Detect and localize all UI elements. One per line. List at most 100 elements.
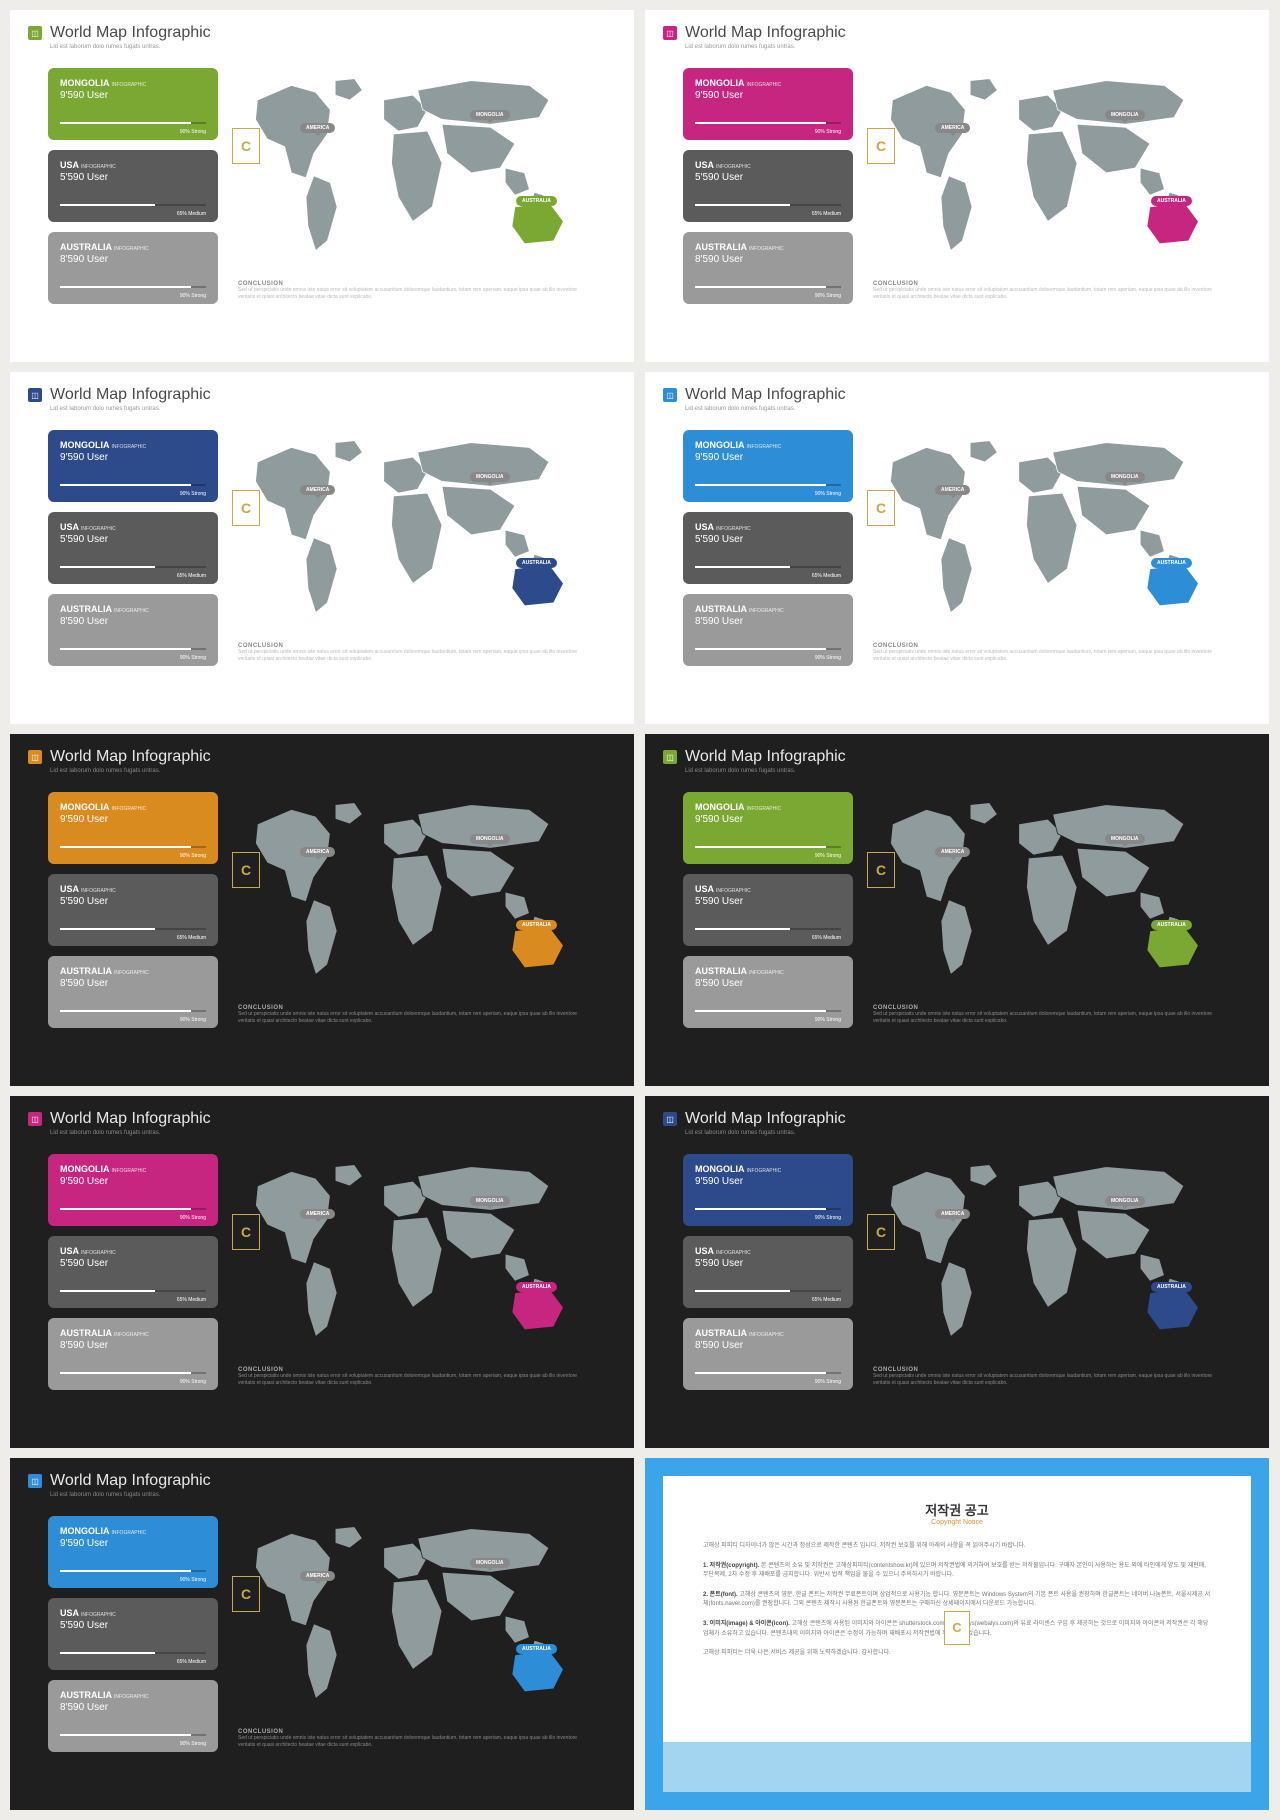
card-progress-bar (695, 566, 841, 568)
conclusion-block: CONCLUSIONSed ut perspiciatis unde omnis… (238, 1367, 616, 1387)
card-percent-label: 90% Strong (180, 1379, 206, 1385)
conclusion-text: Sed ut perspiciatis unde omnis iste natu… (873, 649, 1213, 663)
card-percent-label: 65% Medium (812, 1297, 841, 1303)
card-country: AUSTRALIAINFOGRAPHIC (60, 966, 206, 976)
stat-cards: MONGOLIAINFOGRAPHIC9'590 User90% StrongU… (48, 68, 218, 304)
slide-header: ◫World Map Infographic (28, 1110, 616, 1128)
map-label-america: AMERICA (300, 123, 335, 133)
stat-card: MONGOLIAINFOGRAPHIC9'590 User90% Strong (683, 430, 853, 502)
slide-header: ◫World Map Infographic (663, 748, 1251, 766)
world-map-svg (873, 430, 1213, 630)
slide-subtitle: Lid est laborum dolo rumes fugats untras… (50, 768, 616, 774)
card-progress-bar (60, 648, 206, 650)
card-progress-bar (695, 1290, 841, 1292)
conclusion-block: CONCLUSIONSed ut perspiciatis unde omnis… (873, 643, 1251, 663)
slide-subtitle: Lid est laborum dolo rumes fugats untras… (50, 406, 616, 412)
slide-content: MONGOLIAINFOGRAPHIC9'590 User90% StrongU… (28, 68, 616, 304)
slide-header: ◫World Map Infographic (28, 1472, 616, 1490)
card-percent-label: 65% Medium (812, 935, 841, 941)
stat-card: USAINFOGRAPHIC5'590 User65% Medium (48, 1236, 218, 1308)
conclusion-block: CONCLUSIONSed ut perspiciatis unde omnis… (238, 281, 616, 301)
conclusion-block: CONCLUSIONSed ut perspiciatis unde omnis… (873, 1367, 1251, 1387)
chart-icon: ◫ (663, 1112, 677, 1126)
conclusion-text: Sed ut perspiciatis unde omnis iste natu… (873, 1373, 1213, 1387)
card-progress-bar (60, 566, 206, 568)
conclusion-block: CONCLUSIONSed ut perspiciatis unde omnis… (238, 643, 616, 663)
card-country: AUSTRALIAINFOGRAPHIC (695, 1328, 841, 1338)
card-value: 9'590 User (60, 452, 206, 463)
map-label-australia: AUSTRALIA (516, 920, 557, 930)
world-map-svg (238, 1154, 578, 1354)
stat-card: MONGOLIAINFOGRAPHIC9'590 User90% Strong (683, 68, 853, 140)
stat-card: AUSTRALIAINFOGRAPHIC8'590 User90% Strong (48, 1318, 218, 1390)
card-value: 9'590 User (695, 814, 841, 825)
card-country: MONGOLIAINFOGRAPHIC (60, 1164, 206, 1174)
slide-header: ◫World Map Infographic (663, 24, 1251, 42)
notice-footer-strip (663, 1742, 1251, 1792)
card-progress-bar (60, 204, 206, 206)
card-progress-bar (695, 846, 841, 848)
card-country: AUSTRALIAINFOGRAPHIC (695, 242, 841, 252)
card-value: 8'590 User (695, 254, 841, 265)
map-label-australia: AUSTRALIA (1151, 196, 1192, 206)
card-country: USAINFOGRAPHIC (60, 884, 206, 894)
notice-paragraph: 1. 저작권(copyright). 본 콘텐츠의 소유 및 저작권은 고해상피… (703, 1562, 1211, 1581)
brand-badge-icon: C (232, 1214, 260, 1250)
slide-content: MONGOLIAINFOGRAPHIC9'590 User90% Strong U… (28, 792, 616, 1028)
card-value: 5'590 User (60, 1258, 206, 1269)
slide-header: ◫World Map Infographic (663, 1110, 1251, 1128)
card-percent-label: 90% Strong (815, 129, 841, 135)
map-label-america: AMERICA (300, 1571, 335, 1581)
map-label-mongolia: MONGOLIA (1105, 834, 1145, 844)
infographic-slide: ◫World Map InfographicLid est laborum do… (10, 1458, 634, 1810)
world-map: CAMERICAMONGOLIAAUSTRALIACONCLUSIONSed u… (873, 792, 1251, 1028)
map-label-australia: AUSTRALIA (516, 196, 557, 206)
card-progress-bar (60, 1010, 206, 1012)
card-value: 8'590 User (60, 616, 206, 627)
card-value: 5'590 User (60, 172, 206, 183)
card-value: 8'590 User (695, 978, 841, 989)
card-progress-bar (695, 286, 841, 288)
slide-title: World Map Infographic (50, 748, 211, 766)
card-value: 5'590 User (60, 896, 206, 907)
stat-cards: MONGOLIAINFOGRAPHIC9'590 User90% StrongU… (48, 430, 218, 666)
map-label-mongolia: MONGOLIA (1105, 1196, 1145, 1206)
conclusion-block: CONCLUSIONSed ut perspiciatis unde omnis… (238, 1729, 616, 1749)
card-country: MONGOLIAINFOGRAPHIC (695, 440, 841, 450)
map-label-mongolia: MONGOLIA (470, 472, 510, 482)
chart-icon: ◫ (663, 750, 677, 764)
card-percent-label: 65% Medium (812, 573, 841, 579)
world-map: CAMERICAMONGOLIAAUSTRALIACONCLUSIONSed u… (238, 792, 616, 1028)
map-label-australia: AUSTRALIA (516, 558, 557, 568)
stat-card: MONGOLIAINFOGRAPHIC9'590 User90% Strong (683, 1154, 853, 1226)
notice-title-kr: 저작권 공고 (703, 1500, 1211, 1519)
card-value: 8'590 User (60, 978, 206, 989)
infographic-slide: ◫World Map Infographic Lid est laborum do… (645, 1096, 1269, 1448)
chart-icon: ◫ (28, 1474, 42, 1488)
slide-content: MONGOLIAINFOGRAPHIC9'590 User90% StrongU… (663, 1154, 1251, 1390)
card-percent-label: 65% Medium (177, 1659, 206, 1665)
card-value: 8'590 User (60, 1702, 206, 1713)
card-value: 8'590 User (60, 1340, 206, 1351)
card-percent-label: 90% Strong (815, 1379, 841, 1385)
card-value: 5'590 User (695, 534, 841, 545)
stat-card: USAINFOGRAPHIC5'590 User65% Medium (683, 150, 853, 222)
stat-cards: MONGOLIAINFOGRAPHIC9'590 User90% StrongU… (683, 792, 853, 1028)
map-label-mongolia: MONGOLIA (470, 1196, 510, 1206)
slide-subtitle: Lid est laborum dolo rumes fugats untras… (685, 1130, 1251, 1136)
card-progress-bar (60, 286, 206, 288)
card-value: 5'590 User (695, 896, 841, 907)
card-value: 5'590 User (60, 534, 206, 545)
card-country: USAINFOGRAPHIC (695, 160, 841, 170)
card-country: USAINFOGRAPHIC (695, 884, 841, 894)
card-percent-label: 90% Strong (180, 853, 206, 859)
card-progress-bar (60, 1290, 206, 1292)
card-percent-label: 90% Strong (180, 1215, 206, 1221)
card-percent-label: 90% Strong (815, 1017, 841, 1023)
slide-header: ◫World Map Infographic (663, 386, 1251, 404)
stat-card: MONGOLIAINFOGRAPHIC9'590 User90% Strong (48, 792, 218, 864)
card-country: AUSTRALIAINFOGRAPHIC (695, 604, 841, 614)
card-value: 5'590 User (695, 1258, 841, 1269)
conclusion-text: Sed ut perspiciatis unde omnis iste natu… (873, 287, 1213, 301)
slide-content: MONGOLIAINFOGRAPHIC9'590 User90% StrongU… (663, 792, 1251, 1028)
